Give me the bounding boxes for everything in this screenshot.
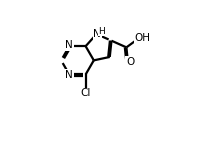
Text: O: O xyxy=(126,57,135,67)
Text: Cl: Cl xyxy=(80,88,91,98)
Text: H: H xyxy=(98,27,105,36)
Text: OH: OH xyxy=(134,34,150,43)
Text: N: N xyxy=(65,70,73,80)
Text: N: N xyxy=(65,40,73,50)
Text: N: N xyxy=(93,29,101,39)
